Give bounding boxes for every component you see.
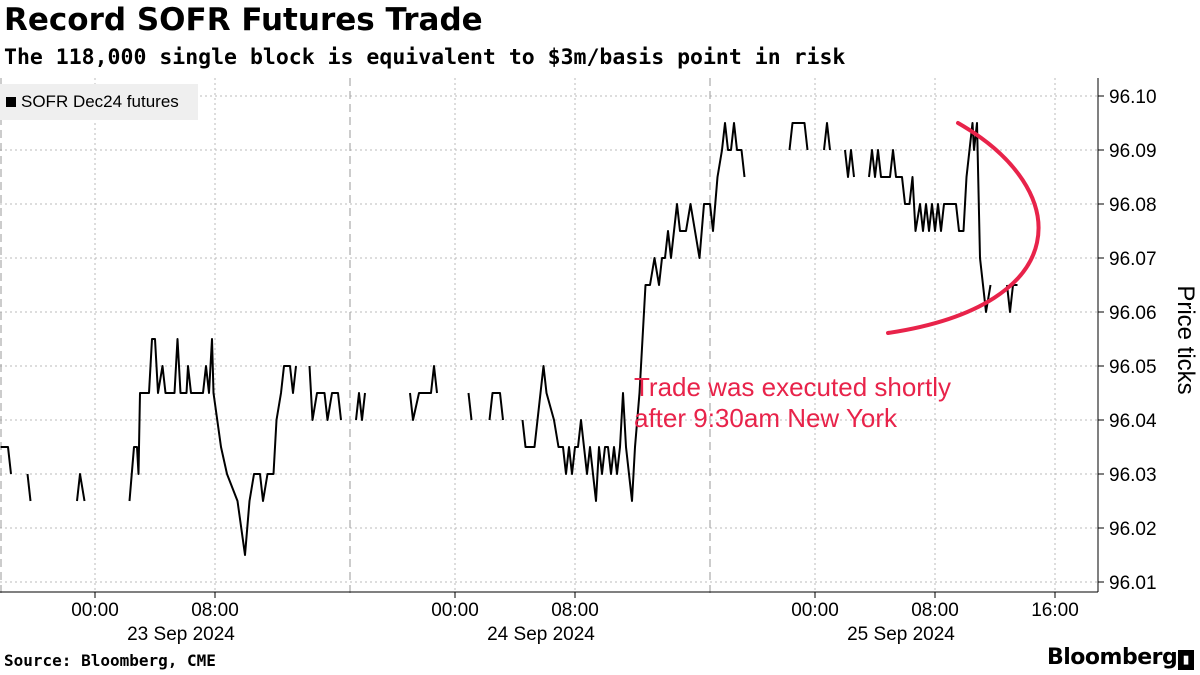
source-note: Source: Bloomberg, CME [4,651,216,670]
series-line-sofr-dec24-futures [0,446,12,475]
legend-label: SOFR Dec24 futures [21,92,179,111]
annotation-text: after 9:30am New York [634,403,898,433]
series-line-sofr-dec24-futures [467,392,473,421]
chart-subtitle: The 118,000 single block is equivalent t… [4,45,846,70]
annotation-arc [886,121,1041,335]
x-tick-label: 00:00 [431,600,479,621]
series-line-sofr-dec24-futures [128,338,297,556]
x-date-label: 23 Sep 2024 [127,624,235,645]
series-line-sofr-dec24-futures [1006,284,1018,313]
y-tick-label: 96.01 [1109,573,1157,594]
series-line-sofr-dec24-futures [26,473,32,502]
series-line-sofr-dec24-futures [76,473,86,502]
y-tick-label: 96.08 [1109,195,1157,216]
y-axis-title: Price ticks [1172,285,1199,394]
series-line-sofr-dec24-futures [355,392,366,421]
x-tick-label: 08:00 [551,600,599,621]
chart-title: Record SOFR Futures Trade [4,2,483,38]
y-tick-label: 96.04 [1109,411,1157,432]
series-layer [0,122,1018,556]
terminal-icon: ▮ [1178,650,1194,670]
x-tick-label: 08:00 [191,600,239,621]
y-tick-label: 96.03 [1109,465,1157,486]
x-tick-label: 00:00 [71,600,119,621]
y-tick-label: 96.07 [1109,249,1157,270]
series-line-sofr-dec24-futures [308,365,342,421]
annotation-text: Trade was executed shortly [634,372,951,402]
x-tick-label: 08:00 [911,600,959,621]
series-line-sofr-dec24-futures [521,122,746,502]
brand-logo: Bloomberg [1047,645,1178,670]
x-tick-label: 16:00 [1031,600,1079,621]
y-tick-label: 96.10 [1109,87,1157,108]
grid-layer [0,78,1098,596]
y-tick-label: 96.02 [1109,519,1157,540]
series-line-sofr-dec24-futures [488,392,504,421]
legend-swatch [6,97,16,107]
y-tick-label: 96.05 [1109,357,1157,378]
series-line-sofr-dec24-futures [409,365,438,421]
y-tick-label: 96.06 [1109,303,1157,324]
series-line-sofr-dec24-futures [823,122,831,151]
x-date-label: 24 Sep 2024 [487,624,595,645]
series-line-sofr-dec24-futures [844,149,855,178]
x-date-label: 25 Sep 2024 [847,624,955,645]
series-line-sofr-dec24-futures [788,122,809,151]
series-line-sofr-dec24-futures [868,122,992,313]
x-tick-label: 00:00 [791,600,839,621]
axis-layer: 96.01 96.02 96.03 96.04 96.05 96.06 96.07 96.08… [0,78,1199,645]
legend: SOFR Dec24 futures [0,84,198,120]
y-tick-label: 96.09 [1109,141,1157,162]
